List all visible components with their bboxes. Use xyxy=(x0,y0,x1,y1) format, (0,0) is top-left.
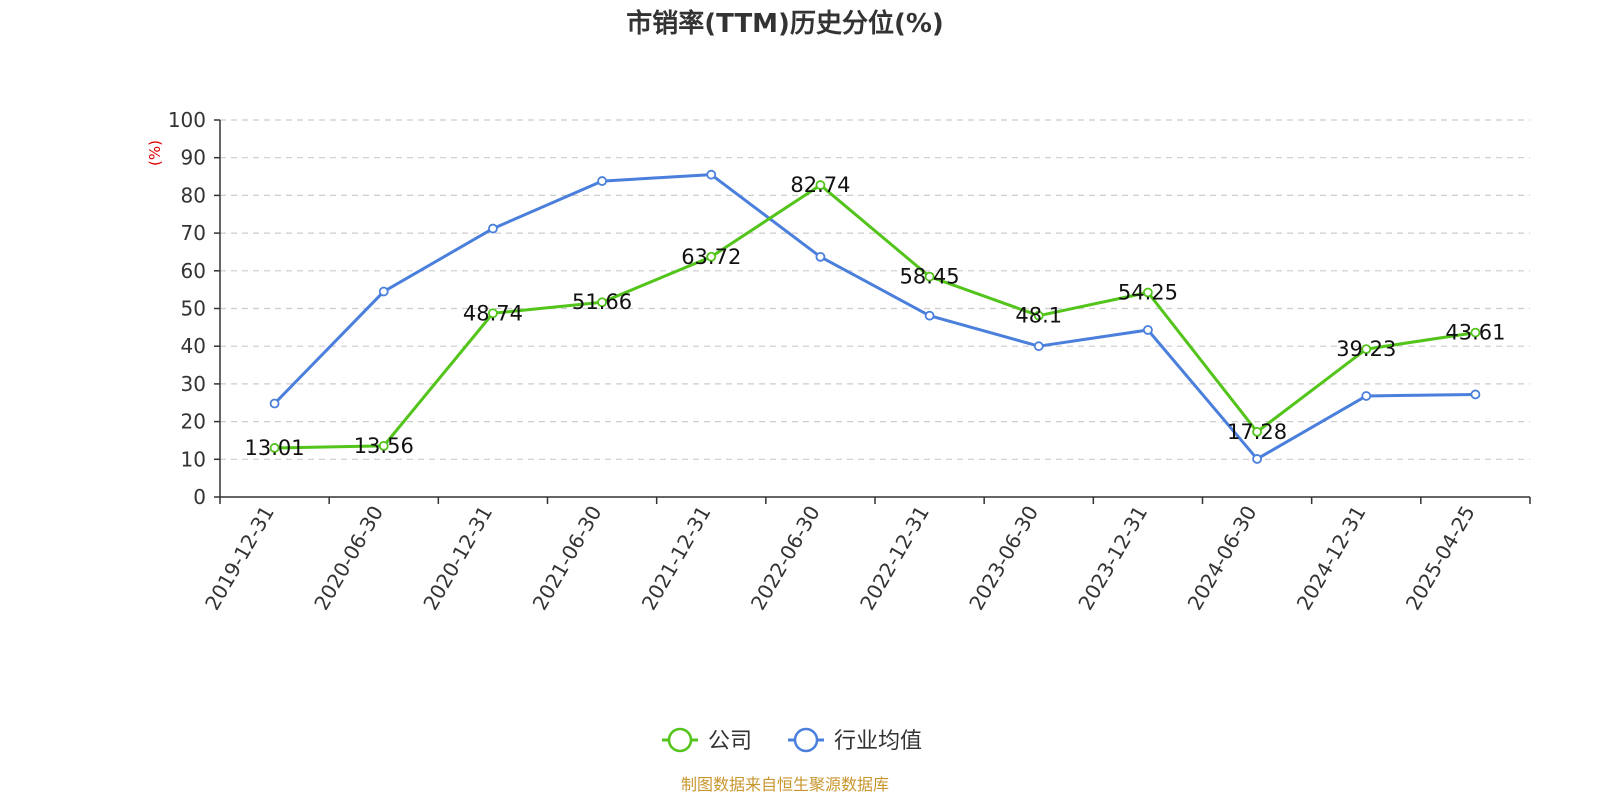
data-label: 13.56 xyxy=(354,434,414,458)
data-point[interactable] xyxy=(706,169,717,180)
data-label: 17.28 xyxy=(1227,420,1287,444)
data-label: 51.66 xyxy=(572,290,632,314)
data-label: 48.74 xyxy=(463,301,523,325)
data-point[interactable] xyxy=(488,223,498,234)
data-label: 43.61 xyxy=(1445,321,1505,345)
series-lines xyxy=(269,169,1481,464)
data-point[interactable] xyxy=(706,251,717,262)
data-point[interactable] xyxy=(1143,287,1153,298)
x-tick-label: 2023-12-31 xyxy=(1073,502,1152,615)
grid-lines xyxy=(220,119,1530,460)
x-tick-label: 2021-06-30 xyxy=(528,502,607,615)
data-point[interactable] xyxy=(1470,389,1481,400)
data-point[interactable] xyxy=(597,297,607,308)
x-tick-label: 2024-06-30 xyxy=(1183,502,1262,615)
series-line xyxy=(273,173,1476,461)
y-tick-label: 60 xyxy=(181,259,206,283)
x-tick-label: 2022-06-30 xyxy=(746,502,825,615)
data-labels: 13.01 13.56 48.74 51.66 63.72 82.74 58.45 48.1 5… xyxy=(245,173,1506,460)
data-point[interactable] xyxy=(1033,310,1044,321)
data-point[interactable] xyxy=(1252,454,1262,464)
y-tick-label: 70 xyxy=(181,221,206,245)
data-point[interactable] xyxy=(1033,341,1044,352)
y-tick-label: 30 xyxy=(181,372,206,396)
x-tick-label: 2024-12-31 xyxy=(1292,502,1371,615)
legend-label[interactable]: 行业均值 xyxy=(834,729,922,754)
legend-label[interactable]: 公司 xyxy=(708,729,752,754)
y-axis-unit: (%) xyxy=(146,140,164,166)
data-label: 39.23 xyxy=(1336,337,1396,361)
data-label: 58.45 xyxy=(900,265,960,289)
x-tick-label: 2019-12-31 xyxy=(200,502,279,615)
y-tick-label: 0 xyxy=(193,485,206,509)
y-tick-label: 100 xyxy=(168,108,206,132)
y-tick-label: 90 xyxy=(181,146,206,170)
x-tick-label: 2021-12-31 xyxy=(637,502,716,615)
data-label: 63.72 xyxy=(681,245,741,269)
data-label: 82.74 xyxy=(790,173,850,197)
x-tick-label: 2020-12-31 xyxy=(418,501,497,614)
data-point[interactable] xyxy=(488,308,498,319)
legend[interactable]: 公司 行业均值 xyxy=(662,727,922,754)
x-tick-label: 2022-12-31 xyxy=(855,501,934,614)
data-point[interactable] xyxy=(815,180,826,190)
y-tick-label: 10 xyxy=(181,447,206,471)
data-point[interactable] xyxy=(815,251,826,262)
x-tick-label: 2023-06-30 xyxy=(964,502,1043,615)
chart-title: 市销率(TTM)历史分位(%) xyxy=(626,8,944,39)
data-point[interactable] xyxy=(597,176,607,186)
data-point[interactable] xyxy=(1143,325,1153,335)
data-label: 13.01 xyxy=(245,436,305,460)
data-point[interactable] xyxy=(1470,327,1481,338)
data-label: 48.1 xyxy=(1015,304,1062,328)
y-tick-label: 20 xyxy=(181,410,206,434)
source-note: 制图数据来自恒生聚源数据库 xyxy=(681,775,889,794)
x-tick-label: 2025-04-25 xyxy=(1401,502,1480,615)
y-tick-label: 40 xyxy=(181,334,206,358)
data-point[interactable] xyxy=(269,398,280,409)
data-point[interactable] xyxy=(1361,391,1372,401)
y-tick-label: 80 xyxy=(181,183,206,207)
data-point[interactable] xyxy=(378,286,389,297)
y-tick-label: 50 xyxy=(181,297,206,321)
data-point[interactable] xyxy=(378,440,389,451)
x-tick-label: 2020-06-30 xyxy=(309,502,388,615)
legend-marker xyxy=(667,727,693,753)
data-point[interactable] xyxy=(1361,344,1372,355)
data-point[interactable] xyxy=(924,271,935,282)
data-point[interactable] xyxy=(924,310,935,321)
data-label: 54.25 xyxy=(1118,280,1178,304)
series-line xyxy=(274,183,1476,450)
legend-marker xyxy=(793,727,819,753)
data-point[interactable] xyxy=(1252,426,1262,437)
data-point[interactable] xyxy=(269,443,280,453)
